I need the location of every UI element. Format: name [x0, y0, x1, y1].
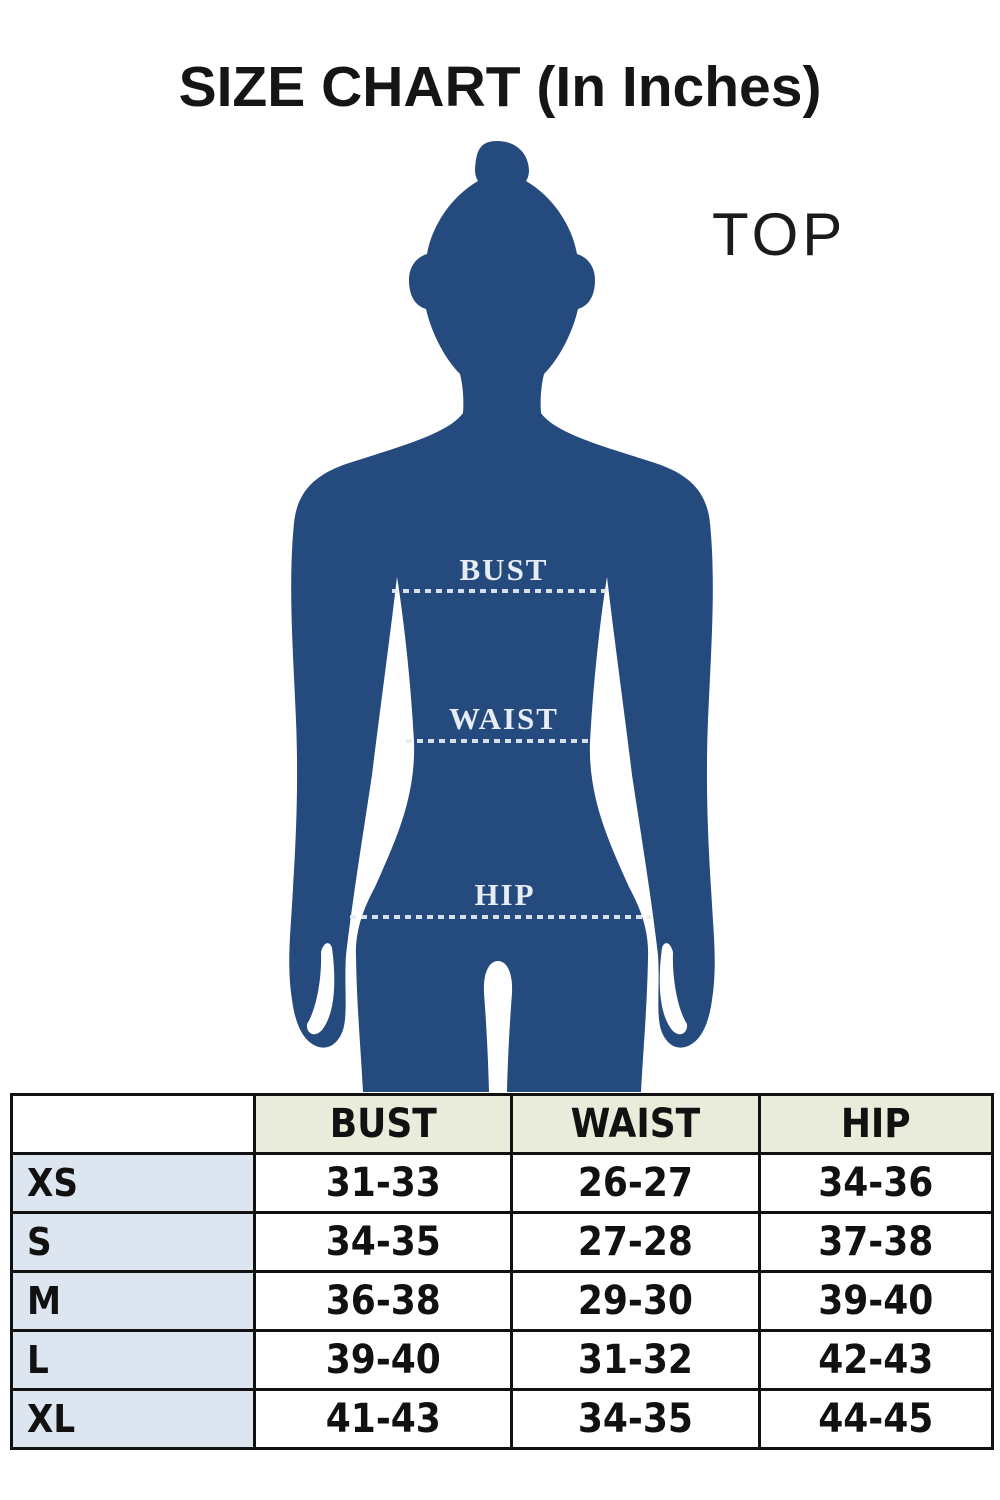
hip-value: 42-43	[757, 1329, 994, 1391]
header-waist: WAIST	[510, 1093, 761, 1155]
waist-value: 34-35	[510, 1388, 761, 1450]
table-row-xs: XS 31-33 26-27 34-36	[9, 1152, 994, 1214]
garment-type-label: TOP	[712, 201, 847, 268]
hip-value: 37-38	[757, 1211, 994, 1273]
header-bust: BUST	[253, 1093, 514, 1155]
bust-value: 41-43	[253, 1388, 514, 1450]
size-cell: S	[9, 1211, 257, 1273]
page-title: SIZE CHART (In Inches)	[178, 55, 822, 119]
waist-value: 27-28	[510, 1211, 761, 1273]
body-silhouette-shape	[289, 141, 715, 1092]
size-cell: XS	[9, 1152, 257, 1214]
bust-label: BUST	[460, 552, 549, 587]
waist-value: 26-27	[510, 1152, 761, 1214]
size-table: BUST WAIST HIP XS 31-33 26-27 34-36 S 34…	[9, 1093, 994, 1450]
waist-value: 31-32	[510, 1329, 761, 1391]
right-thumb-notch	[659, 943, 688, 1035]
header-hip: HIP	[757, 1093, 994, 1155]
bust-value: 39-40	[253, 1329, 514, 1391]
hip-value: 39-40	[757, 1270, 994, 1332]
table-row-s: S 34-35 27-28 37-38	[9, 1211, 994, 1273]
left-thumb-notch	[306, 943, 335, 1035]
size-cell: M	[9, 1270, 257, 1332]
hip-value: 34-36	[757, 1152, 994, 1214]
table-row-l: L 39-40 31-32 42-43	[9, 1329, 994, 1391]
table-row-m: M 36-38 29-30 39-40	[9, 1270, 994, 1332]
table-header-row: BUST WAIST HIP	[9, 1093, 994, 1155]
size-cell: XL	[9, 1388, 257, 1450]
hip-label: HIP	[474, 877, 535, 912]
corner-cell	[9, 1093, 257, 1155]
bust-value: 31-33	[253, 1152, 514, 1214]
table-row-xl: XL 41-43 34-35 44-45	[9, 1388, 994, 1450]
bust-value: 34-35	[253, 1211, 514, 1273]
hip-value: 44-45	[757, 1388, 994, 1450]
bust-value: 36-38	[253, 1270, 514, 1332]
waist-label: WAIST	[449, 701, 559, 736]
waist-value: 29-30	[510, 1270, 761, 1332]
size-cell: L	[9, 1329, 257, 1391]
